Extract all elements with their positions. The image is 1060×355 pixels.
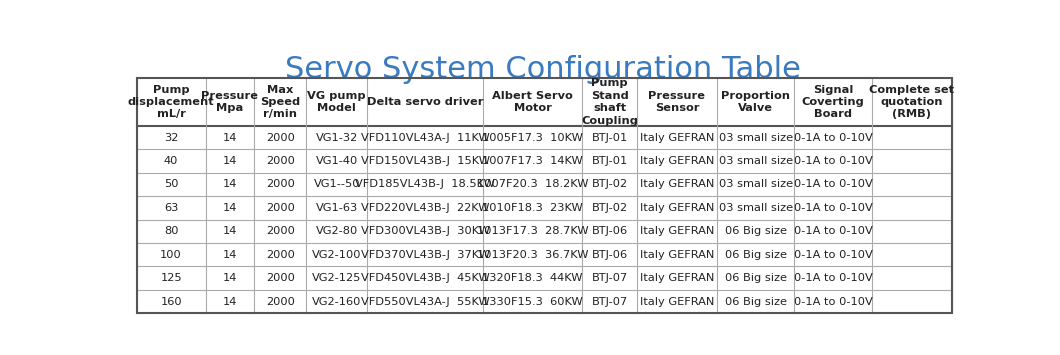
Text: 2000: 2000 bbox=[266, 156, 295, 166]
Text: 125: 125 bbox=[160, 273, 182, 283]
Text: VFD110VL43A-J  11KW: VFD110VL43A-J 11KW bbox=[360, 133, 490, 143]
Text: VG1--50: VG1--50 bbox=[314, 180, 360, 190]
Text: Pressure
Mpa: Pressure Mpa bbox=[201, 91, 259, 113]
Text: 2000: 2000 bbox=[266, 226, 295, 236]
Text: 32: 32 bbox=[164, 133, 178, 143]
Text: Italy GEFRAN: Italy GEFRAN bbox=[640, 226, 714, 236]
Text: Italy GEFRAN: Italy GEFRAN bbox=[640, 250, 714, 260]
Text: VG2-100: VG2-100 bbox=[312, 250, 361, 260]
Text: 0-1A to 0-10V: 0-1A to 0-10V bbox=[794, 250, 872, 260]
Text: 2000: 2000 bbox=[266, 250, 295, 260]
Text: 2000: 2000 bbox=[266, 273, 295, 283]
Text: VG2-160: VG2-160 bbox=[312, 296, 361, 306]
Text: 0-1A to 0-10V: 0-1A to 0-10V bbox=[794, 180, 872, 190]
Text: 0-1A to 0-10V: 0-1A to 0-10V bbox=[794, 273, 872, 283]
Text: 1007F20.3  18.2KW: 1007F20.3 18.2KW bbox=[477, 180, 588, 190]
Text: VFD300VL43B-J  30KW: VFD300VL43B-J 30KW bbox=[360, 226, 490, 236]
Text: 14: 14 bbox=[223, 156, 237, 166]
Text: 1010F18.3  23KW: 1010F18.3 23KW bbox=[482, 203, 583, 213]
Text: 14: 14 bbox=[223, 180, 237, 190]
Text: 1007F17.3  14KW: 1007F17.3 14KW bbox=[482, 156, 583, 166]
Text: 03 small size: 03 small size bbox=[719, 156, 793, 166]
Text: 160: 160 bbox=[160, 296, 182, 306]
Text: BTJ-07: BTJ-07 bbox=[591, 296, 628, 306]
Bar bbox=[137, 78, 952, 313]
Text: Proportion
Valve: Proportion Valve bbox=[721, 91, 790, 113]
Text: VFD370VL43B-J  37KW: VFD370VL43B-J 37KW bbox=[360, 250, 490, 260]
Text: VG2-125: VG2-125 bbox=[312, 273, 361, 283]
Text: 14: 14 bbox=[223, 226, 237, 236]
Text: Servo System Configuration Table: Servo System Configuration Table bbox=[285, 55, 801, 84]
Text: Max
Speed
r/min: Max Speed r/min bbox=[261, 84, 300, 119]
Text: BTJ-02: BTJ-02 bbox=[591, 203, 628, 213]
Text: 1013F17.3  28.7KW: 1013F17.3 28.7KW bbox=[477, 226, 588, 236]
Text: 14: 14 bbox=[223, 203, 237, 213]
Text: 1013F20.3  36.7KW: 1013F20.3 36.7KW bbox=[477, 250, 588, 260]
Text: 0-1A to 0-10V: 0-1A to 0-10V bbox=[794, 133, 872, 143]
Text: Pressure
Sensor: Pressure Sensor bbox=[649, 91, 706, 113]
Text: 06 Big size: 06 Big size bbox=[725, 226, 787, 236]
Text: 2000: 2000 bbox=[266, 133, 295, 143]
Text: BTJ-02: BTJ-02 bbox=[591, 180, 628, 190]
Text: Complete set
quotation
(RMB): Complete set quotation (RMB) bbox=[869, 84, 954, 119]
Text: BTJ-01: BTJ-01 bbox=[591, 156, 628, 166]
Text: 0-1A to 0-10V: 0-1A to 0-10V bbox=[794, 203, 872, 213]
Text: 2000: 2000 bbox=[266, 296, 295, 306]
Text: Italy GEFRAN: Italy GEFRAN bbox=[640, 156, 714, 166]
Text: VG2-80: VG2-80 bbox=[316, 226, 358, 236]
Text: BTJ-01: BTJ-01 bbox=[591, 133, 628, 143]
Text: 0-1A to 0-10V: 0-1A to 0-10V bbox=[794, 296, 872, 306]
Text: VG pump
Model: VG pump Model bbox=[307, 91, 366, 113]
Text: 03 small size: 03 small size bbox=[719, 133, 793, 143]
Text: Albert Servo
Motor: Albert Servo Motor bbox=[492, 91, 573, 113]
Text: 2000: 2000 bbox=[266, 203, 295, 213]
Text: BTJ-06: BTJ-06 bbox=[591, 250, 628, 260]
Text: Italy GEFRAN: Italy GEFRAN bbox=[640, 296, 714, 306]
Text: 06 Big size: 06 Big size bbox=[725, 250, 787, 260]
Text: Italy GEFRAN: Italy GEFRAN bbox=[640, 203, 714, 213]
Text: Italy GEFRAN: Italy GEFRAN bbox=[640, 180, 714, 190]
Text: VG1-40: VG1-40 bbox=[316, 156, 358, 166]
Text: 03 small size: 03 small size bbox=[719, 180, 793, 190]
Text: 14: 14 bbox=[223, 133, 237, 143]
Text: 1005F17.3  10KW: 1005F17.3 10KW bbox=[482, 133, 583, 143]
Text: 06 Big size: 06 Big size bbox=[725, 273, 787, 283]
Text: Delta servo driver: Delta servo driver bbox=[367, 97, 483, 107]
Text: Pump
displacement
mL/r: Pump displacement mL/r bbox=[128, 84, 214, 119]
Text: 1320F18.3  44KW: 1320F18.3 44KW bbox=[482, 273, 583, 283]
Text: Pump
Stand
shaft
Coupling: Pump Stand shaft Coupling bbox=[581, 78, 638, 126]
Text: 50: 50 bbox=[164, 180, 178, 190]
Text: VFD150VL43B-J  15KW: VFD150VL43B-J 15KW bbox=[360, 156, 490, 166]
Text: 2000: 2000 bbox=[266, 180, 295, 190]
Text: Signal
Coverting
Board: Signal Coverting Board bbox=[801, 84, 864, 119]
Text: Italy GEFRAN: Italy GEFRAN bbox=[640, 133, 714, 143]
Text: Italy GEFRAN: Italy GEFRAN bbox=[640, 273, 714, 283]
Text: 1330F15.3  60KW: 1330F15.3 60KW bbox=[482, 296, 583, 306]
Text: 80: 80 bbox=[164, 226, 178, 236]
Text: 0-1A to 0-10V: 0-1A to 0-10V bbox=[794, 156, 872, 166]
Text: VG1-32: VG1-32 bbox=[316, 133, 358, 143]
Text: 100: 100 bbox=[160, 250, 182, 260]
Text: 14: 14 bbox=[223, 273, 237, 283]
Text: 0-1A to 0-10V: 0-1A to 0-10V bbox=[794, 226, 872, 236]
Text: BTJ-06: BTJ-06 bbox=[591, 226, 628, 236]
Text: 14: 14 bbox=[223, 250, 237, 260]
Text: VG1-63: VG1-63 bbox=[316, 203, 358, 213]
Text: 03 small size: 03 small size bbox=[719, 203, 793, 213]
Text: 14: 14 bbox=[223, 296, 237, 306]
Text: VFD185VL43B-J  18.5KW: VFD185VL43B-J 18.5KW bbox=[355, 180, 495, 190]
Text: 06 Big size: 06 Big size bbox=[725, 296, 787, 306]
Text: BTJ-07: BTJ-07 bbox=[591, 273, 628, 283]
Text: VFD450VL43B-J  45KW: VFD450VL43B-J 45KW bbox=[360, 273, 490, 283]
Text: 40: 40 bbox=[164, 156, 178, 166]
Text: VFD220VL43B-J  22KW: VFD220VL43B-J 22KW bbox=[360, 203, 490, 213]
Text: 63: 63 bbox=[164, 203, 178, 213]
Text: VFD550VL43A-J  55KW: VFD550VL43A-J 55KW bbox=[360, 296, 490, 306]
